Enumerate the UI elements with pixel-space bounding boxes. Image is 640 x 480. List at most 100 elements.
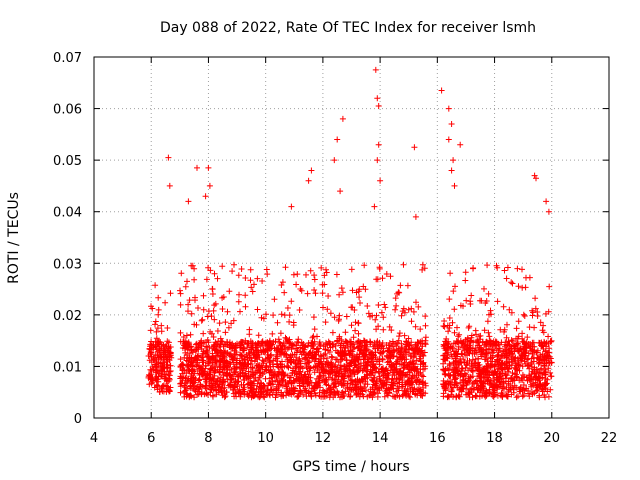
data-point: [232, 378, 239, 385]
data-point: [408, 318, 415, 325]
data-point: [364, 303, 371, 309]
data-point: [147, 366, 154, 373]
data-point: [195, 305, 201, 311]
data-point: [271, 296, 278, 303]
data-point: [222, 319, 229, 326]
data-point: [513, 394, 520, 401]
data-point: [401, 332, 408, 339]
data-point: [231, 261, 237, 268]
data-point: [239, 367, 246, 374]
data-point: [367, 339, 374, 346]
data-point: [191, 276, 198, 283]
data-point: [357, 384, 364, 391]
data-point: [324, 306, 331, 313]
data-point: [270, 363, 277, 370]
data-point: [290, 271, 297, 278]
data-point: [164, 356, 171, 363]
data-point: [154, 383, 160, 390]
data-point: [377, 377, 384, 384]
data-point: [198, 317, 205, 324]
data-point: [399, 392, 406, 399]
data-point: [152, 318, 159, 325]
data-point: [209, 285, 216, 292]
data-point: [336, 291, 343, 298]
data-point: [316, 389, 323, 396]
data-point: [177, 356, 184, 363]
data-point: [153, 346, 160, 353]
data-point: [548, 373, 554, 380]
data-point: [346, 338, 353, 345]
data-point: [374, 341, 380, 348]
data-point: [445, 105, 452, 112]
y-tick-label: 0.05: [53, 154, 82, 169]
data-point: [532, 295, 539, 302]
data-point: [274, 370, 281, 377]
data-point: [248, 284, 255, 291]
data-point: [311, 369, 318, 376]
data-point: [375, 302, 382, 308]
data-point: [411, 144, 418, 151]
data-point: [147, 376, 154, 382]
data-point: [501, 267, 508, 274]
x-tick-label: 16: [429, 431, 446, 446]
data-point: [237, 308, 243, 315]
data-point: [284, 363, 291, 370]
data-points: [145, 66, 555, 401]
data-point: [278, 282, 285, 288]
data-point: [343, 313, 350, 320]
data-point: [416, 356, 423, 362]
data-point: [242, 292, 249, 299]
data-point: [293, 342, 300, 349]
data-point: [278, 311, 285, 318]
data-point: [526, 274, 533, 281]
data-point: [286, 374, 293, 381]
data-point: [177, 383, 184, 390]
y-tick-label: 0.03: [53, 257, 82, 272]
data-point: [204, 353, 211, 360]
data-point: [326, 349, 333, 355]
data-point: [322, 341, 329, 348]
data-point: [284, 305, 291, 311]
data-point: [338, 285, 345, 292]
data-point: [305, 351, 312, 357]
data-point: [389, 393, 396, 400]
data-point: [228, 320, 235, 327]
data-point: [247, 266, 254, 273]
data-point: [208, 330, 215, 337]
data-point: [191, 265, 198, 272]
y-tick-label: 0.02: [53, 309, 82, 324]
data-point: [148, 342, 155, 349]
data-point: [337, 188, 344, 195]
data-point: [446, 315, 453, 321]
data-point: [237, 360, 244, 367]
data-point: [288, 203, 295, 210]
data-point: [211, 316, 218, 323]
data-point: [398, 312, 405, 319]
data-point: [282, 264, 289, 271]
data-point: [206, 344, 213, 351]
data-point: [380, 314, 387, 321]
data-point: [467, 301, 474, 307]
y-tick-label: 0: [74, 412, 82, 427]
data-point: [155, 311, 162, 318]
data-point: [396, 333, 403, 340]
data-point: [470, 265, 476, 272]
data-point: [150, 357, 157, 364]
data-point: [160, 341, 167, 348]
data-point: [177, 287, 183, 294]
data-point: [327, 310, 334, 317]
data-point: [451, 306, 458, 313]
data-point: [522, 284, 529, 291]
data-point: [348, 266, 355, 273]
data-point: [231, 369, 238, 376]
data-point: [268, 368, 275, 375]
x-tick-label: 20: [544, 431, 561, 446]
data-point: [328, 353, 335, 360]
data-point: [152, 321, 158, 328]
data-point: [236, 291, 242, 298]
data-point: [235, 298, 242, 305]
data-point: [438, 87, 445, 94]
data-point: [162, 299, 169, 306]
data-point: [407, 387, 414, 393]
data-point: [411, 385, 418, 392]
